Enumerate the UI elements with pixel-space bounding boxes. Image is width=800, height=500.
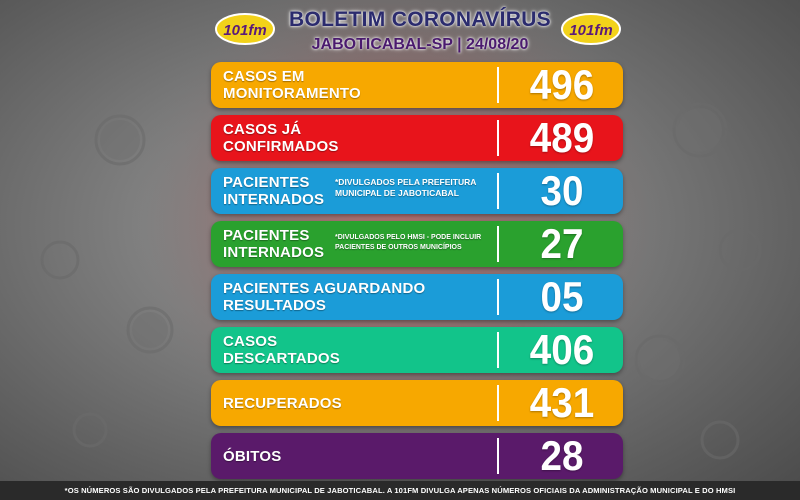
row-casos-descartados: CASOS DESCARTADOS 406 bbox=[211, 326, 623, 373]
row-casos-confirmados: CASOS JÁ CONFIRMADOS 489 bbox=[211, 114, 623, 161]
row-label: PACIENTES INTERNADOS bbox=[223, 227, 325, 261]
row-note: *DIVULGADOS PELA PREFEITURA MUNICIPAL DE… bbox=[335, 177, 477, 198]
row-note: *DIVULGADOS PELO HMSI - PODE INCLUIR PAC… bbox=[335, 234, 482, 251]
svg-text:101fm: 101fm bbox=[569, 22, 612, 39]
row-label: CASOS EM MONITORAMENTO bbox=[223, 68, 361, 102]
row-divider bbox=[497, 226, 499, 262]
row-casos-monitoramento: CASOS EM MONITORAMENTO 496 bbox=[211, 61, 623, 108]
row-obitos: ÓBITOS 28 bbox=[211, 432, 623, 479]
row-label: CASOS DESCARTADOS bbox=[223, 333, 340, 367]
footer-disclaimer: *OS NÚMEROS SÃO DIVULGADOS PELA PREFEITU… bbox=[0, 481, 800, 500]
row-label: CASOS JÁ CONFIRMADOS bbox=[223, 121, 339, 155]
row-value: 431 bbox=[529, 379, 595, 426]
row-divider bbox=[497, 385, 499, 421]
row-divider bbox=[497, 332, 499, 368]
radio-logo-left: 101fm bbox=[215, 13, 275, 45]
row-divider bbox=[497, 67, 499, 103]
row-value: 27 bbox=[540, 220, 584, 267]
row-aguardando-resultados: PACIENTES AGUARDANDO RESULTADOS 05 bbox=[211, 273, 623, 320]
row-pacientes-internados-hmsi: PACIENTES INTERNADOS *DIVULGADOS PELO HM… bbox=[211, 220, 623, 267]
row-value: 406 bbox=[529, 326, 595, 373]
row-pacientes-internados-prefeitura: PACIENTES INTERNADOS *DIVULGADOS PELA PR… bbox=[211, 167, 623, 214]
bulletin-title: BOLETIM CORONAVÍRUS bbox=[289, 8, 551, 31]
row-recuperados: RECUPERADOS 431 bbox=[211, 379, 623, 426]
row-divider bbox=[497, 438, 499, 474]
row-value: 28 bbox=[540, 432, 584, 479]
header: 101fm BOLETIM CORONAVÍRUS JABOTICABAL-SP… bbox=[0, 4, 800, 60]
row-divider bbox=[497, 173, 499, 209]
row-value: 496 bbox=[529, 61, 595, 108]
bulletin-subtitle: JABOTICABAL-SP | 24/08/20 bbox=[311, 36, 529, 53]
row-value: 489 bbox=[529, 114, 595, 161]
row-divider bbox=[497, 120, 499, 156]
row-value: 05 bbox=[540, 273, 584, 320]
row-label: RECUPERADOS bbox=[223, 394, 342, 412]
svg-text:101fm: 101fm bbox=[223, 22, 266, 39]
row-value: 30 bbox=[540, 167, 584, 214]
radio-logo-right: 101fm bbox=[561, 13, 621, 45]
row-label: PACIENTES AGUARDANDO RESULTADOS bbox=[223, 280, 426, 314]
row-label: PACIENTES INTERNADOS bbox=[223, 174, 325, 208]
row-label: ÓBITOS bbox=[223, 447, 282, 465]
row-divider bbox=[497, 279, 499, 315]
